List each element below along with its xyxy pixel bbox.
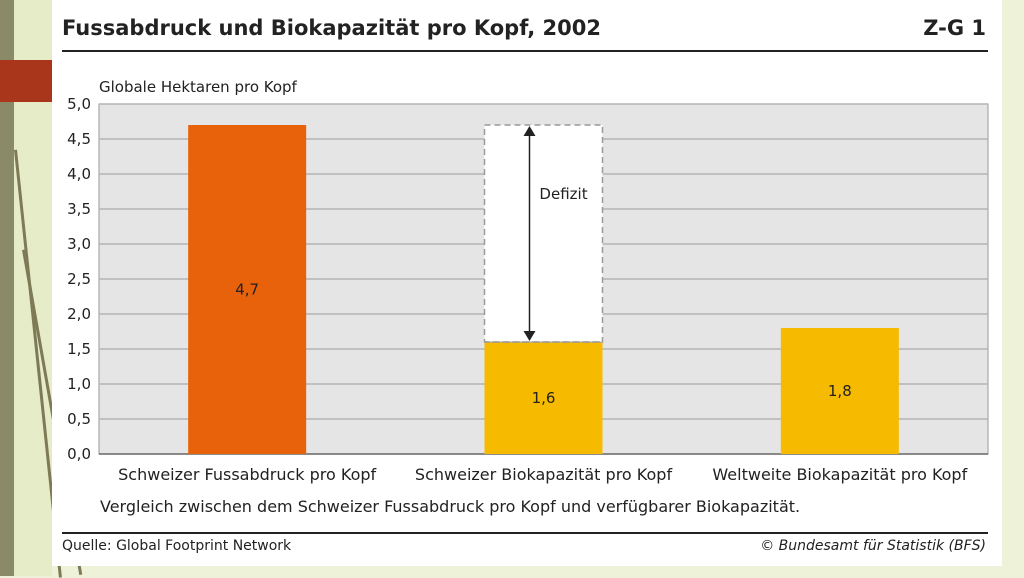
chart-card: Fussabdruck und Biokapazität pro Kopf, 2… bbox=[52, 0, 1002, 566]
deficit-label: Defizit bbox=[539, 185, 587, 203]
slide-decoration-strip bbox=[0, 0, 14, 576]
slide-decoration-accent bbox=[0, 60, 52, 102]
y-tick-label: 0,0 bbox=[67, 445, 91, 463]
y-tick-label: 1,5 bbox=[67, 340, 91, 358]
bar-value-label: 1,6 bbox=[532, 389, 556, 407]
y-tick-label: 0,5 bbox=[67, 410, 91, 428]
y-tick-label: 1,0 bbox=[67, 375, 91, 393]
y-tick-label: 4,5 bbox=[67, 130, 91, 148]
y-tick-label: 2,0 bbox=[67, 305, 91, 323]
bar bbox=[780, 328, 899, 454]
y-axis-label: Globale Hektaren pro Kopf bbox=[99, 78, 298, 96]
copyright-note: © Bundesamt für Statistik (BFS) bbox=[760, 538, 986, 554]
bar-chart: Globale Hektaren pro Kopf 0,0 0,5 1,0 1,5 2,… bbox=[67, 78, 989, 484]
plot-area: 0,0 0,5 1,0 1,5 2,0 2,5 3,0 3,5 4,0 4,5 5,0 4,7 Schw… bbox=[67, 95, 989, 484]
y-tick-label: 3,5 bbox=[67, 200, 91, 218]
title-divider bbox=[62, 50, 988, 52]
source-note: Quelle: Global Footprint Network bbox=[62, 538, 292, 554]
y-tick-label: 3,0 bbox=[67, 235, 91, 253]
bar bbox=[484, 342, 603, 454]
x-category-label: Schweizer Biokapazität pro Kopf bbox=[415, 465, 673, 484]
bar-value-label: 1,8 bbox=[828, 382, 852, 400]
deficit-arrow-head-up bbox=[523, 126, 536, 136]
y-tick-label: 4,0 bbox=[67, 165, 91, 183]
chart-code: Z-G 1 bbox=[923, 16, 986, 40]
bar bbox=[188, 125, 307, 454]
bar-value-label: 4,7 bbox=[235, 281, 259, 299]
deficit-arrow-head-down bbox=[523, 331, 536, 341]
chart-title: Fussabdruck und Biokapazität pro Kopf, 2… bbox=[62, 16, 601, 40]
chart-caption: Vergleich zwischen dem Schweizer Fussabd… bbox=[100, 497, 801, 516]
x-category-label: Weltweite Biokapazität pro Kopf bbox=[712, 465, 967, 484]
footer-divider bbox=[62, 532, 988, 534]
deficit-box bbox=[483, 124, 604, 343]
y-tick-label: 2,5 bbox=[67, 270, 91, 288]
y-tick-label: 5,0 bbox=[67, 95, 91, 113]
x-category-label: Schweizer Fussabdruck pro Kopf bbox=[118, 465, 376, 484]
